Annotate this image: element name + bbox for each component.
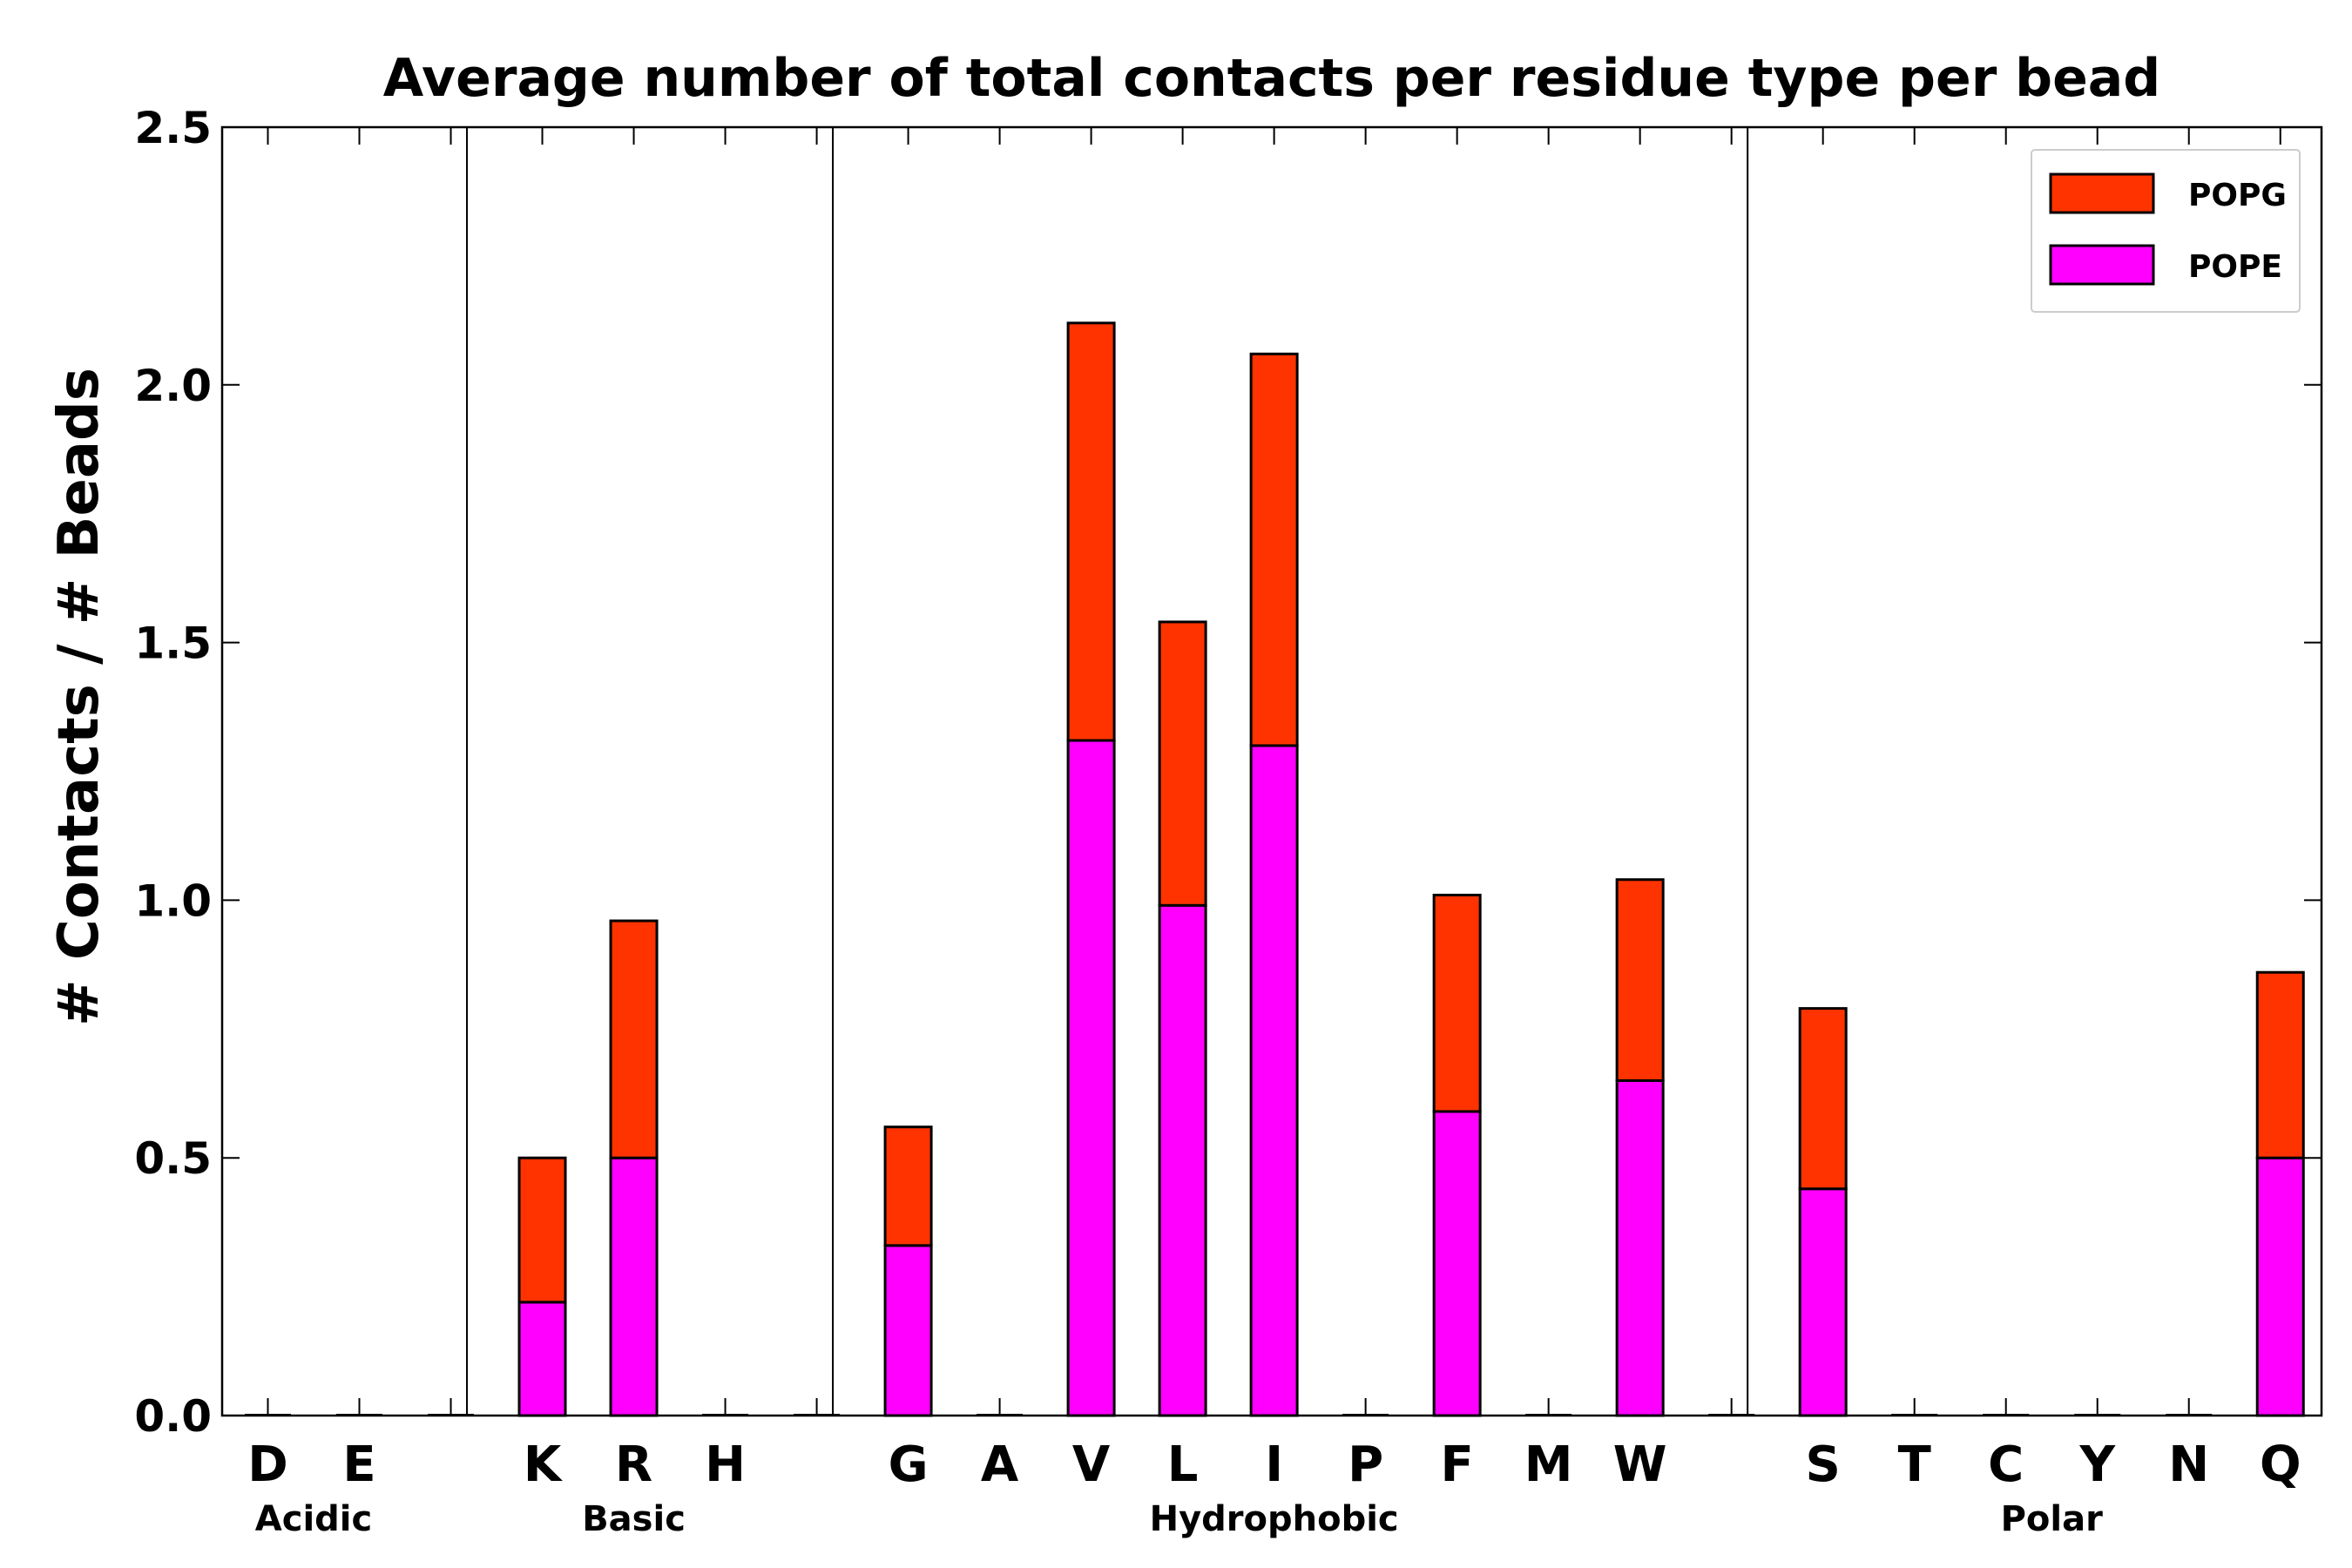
x-category-label: P — [1348, 1436, 1383, 1493]
bar-pope-V — [1066, 739, 1116, 1417]
x-category-label: T — [1898, 1436, 1931, 1493]
bar-pope-K — [517, 1301, 567, 1417]
x-category-label: S — [1806, 1436, 1841, 1493]
x-category-label: H — [705, 1436, 746, 1493]
chart-title: Average number of total contacts per res… — [383, 48, 2161, 109]
x-category-label: Q — [2260, 1436, 2301, 1493]
bar-pope-W — [1615, 1078, 1665, 1417]
x-category-label: C — [1988, 1436, 2024, 1493]
x-category-label: V — [1072, 1436, 1111, 1493]
bar-pope-G — [883, 1244, 933, 1417]
bar-pope-Q — [2255, 1156, 2305, 1417]
y-tick-label: 1.5 — [134, 618, 212, 669]
y-tick-label: 2.5 — [134, 103, 212, 153]
x-category-label: R — [615, 1436, 652, 1493]
y-axis-label: # Contacts / # Beads — [47, 368, 112, 1026]
x-category-label: N — [2168, 1436, 2209, 1493]
bar-pope-S — [1798, 1187, 1848, 1417]
group-label: Acidic — [255, 1499, 372, 1539]
bar-popg-R — [609, 919, 659, 1159]
group-label: Polar — [2001, 1499, 2104, 1539]
x-category-label: M — [1524, 1436, 1573, 1493]
y-tick-label: 0.0 — [134, 1391, 212, 1442]
legend-swatch-popg — [2049, 172, 2155, 214]
group-label: Basic — [582, 1499, 686, 1539]
bar-popg-K — [517, 1156, 567, 1304]
legend: POPG POPE — [2031, 149, 2301, 313]
bar-popg-S — [1798, 1007, 1848, 1191]
x-category-label: G — [889, 1436, 929, 1493]
legend-label-pope: POPE — [2188, 249, 2282, 285]
bar-popg-G — [883, 1125, 933, 1247]
bar-pope-R — [609, 1156, 659, 1417]
x-category-label: A — [981, 1436, 1019, 1493]
bar-popg-V — [1066, 321, 1116, 742]
x-category-label: W — [1613, 1436, 1667, 1493]
x-category-label: Y — [2078, 1436, 2116, 1493]
bar-popg-L — [1158, 620, 1207, 907]
bar-pope-F — [1432, 1110, 1482, 1417]
bar-popg-F — [1432, 893, 1482, 1113]
bar-popg-W — [1615, 878, 1665, 1082]
y-tick-label: 2.0 — [134, 361, 212, 411]
x-category-label: I — [1265, 1436, 1283, 1493]
x-category-label: K — [524, 1436, 564, 1493]
plot-area: 0.0 0.5 1.0 1.5 2.0 2.5 D E K R H G A V L I P F M W S T C Y N Q Ac… — [134, 103, 2323, 1539]
x-category-label: D — [247, 1436, 287, 1493]
legend-swatch-pope — [2049, 244, 2155, 286]
bar-popg-I — [1249, 352, 1299, 747]
bar-pope-I — [1249, 744, 1299, 1417]
x-category-label: F — [1441, 1436, 1474, 1493]
y-tick-label: 1.0 — [134, 875, 212, 926]
x-category-label: L — [1167, 1436, 1199, 1493]
bar-pope-L — [1158, 903, 1207, 1417]
bar-popg-Q — [2255, 970, 2305, 1159]
x-category-label: E — [342, 1436, 375, 1493]
group-label: Hydrophobic — [1150, 1499, 1399, 1539]
y-tick-label: 0.5 — [134, 1133, 212, 1184]
legend-label-popg: POPG — [2188, 178, 2287, 213]
